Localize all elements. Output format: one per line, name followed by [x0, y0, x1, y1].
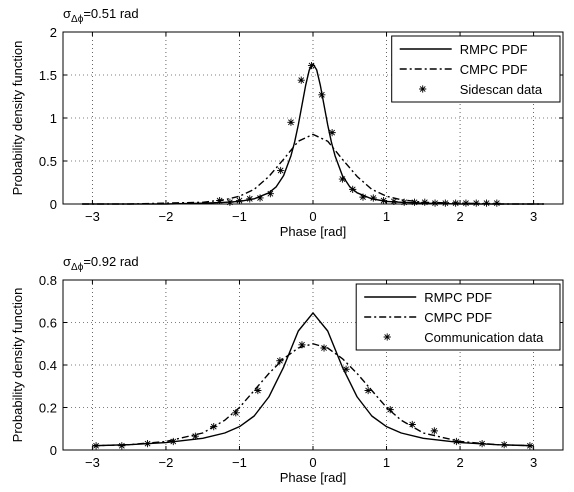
legend-label-cmpc-pdf: CMPC PDF — [424, 310, 492, 325]
data-point-communication-data — [342, 365, 350, 373]
x-tick-label: 0 — [309, 209, 316, 224]
y-tick-label: 0.6 — [39, 316, 57, 331]
data-point-sidescan-data — [421, 198, 429, 206]
y-tick-label: 0.4 — [39, 358, 57, 373]
data-point-communication-data — [478, 440, 486, 448]
x-tick-label: 1 — [383, 455, 390, 470]
data-point-sidescan-data — [482, 199, 491, 207]
data-point-communication-data — [320, 344, 328, 352]
legend-marker-sidescan-data — [419, 85, 427, 93]
legend-label-communication-data: Communication data — [424, 330, 544, 345]
chart-title: σΔϕ=0.92 rad — [63, 254, 139, 273]
y-tick-label: 1.5 — [39, 68, 57, 83]
data-point-sidescan-data — [338, 175, 347, 183]
data-point-sidescan-data — [431, 199, 439, 207]
data-point-sidescan-data — [349, 185, 357, 193]
data-point-communication-data — [386, 406, 394, 414]
data-point-sidescan-data — [318, 91, 326, 99]
data-point-communication-data — [276, 357, 284, 365]
data-point-sidescan-data — [379, 196, 388, 205]
data-point-sidescan-data — [359, 193, 367, 201]
series-line-cmpc-pdf — [92, 343, 534, 447]
data-point-sidescan-data — [328, 129, 336, 137]
x-tick-label: −2 — [159, 455, 174, 470]
data-point-sidescan-data — [216, 196, 224, 205]
data-point-communication-data — [430, 427, 438, 435]
data-point-communication-data — [452, 437, 460, 446]
data-point-communication-data — [254, 386, 262, 395]
data-point-sidescan-data — [226, 198, 234, 206]
y-tick-label: 2 — [50, 25, 57, 40]
chart-title: σΔϕ=0.51 rad — [63, 6, 139, 25]
x-tick-label: 2 — [456, 455, 463, 470]
data-point-communication-data — [526, 442, 534, 450]
data-point-communication-data — [118, 442, 126, 450]
data-point-communication-data — [298, 341, 306, 349]
data-point-sidescan-data — [493, 199, 501, 207]
data-point-sidescan-data — [277, 166, 285, 175]
data-point-communication-data — [408, 420, 416, 429]
series-line-rmpc-pdf — [92, 312, 534, 447]
x-tick-label: 3 — [530, 209, 537, 224]
x-axis-label: Phase [rad] — [280, 470, 347, 485]
series-line-cmpc-pdf — [82, 133, 544, 205]
y-axis-label: Probability density function — [10, 288, 25, 443]
data-point-sidescan-data — [441, 199, 449, 207]
data-point-communication-data — [143, 440, 152, 448]
data-point-sidescan-data — [472, 199, 480, 207]
data-point-communication-data — [500, 441, 508, 449]
data-point-sidescan-data — [287, 118, 295, 126]
y-tick-label: 1 — [50, 111, 57, 126]
x-tick-label: −3 — [85, 209, 100, 224]
legend: RMPC PDF CMPC PDF Sidescan data — [391, 35, 561, 103]
legend-label-sidescan-data: Sidescan data — [460, 82, 543, 97]
y-axis-label: Probability density function — [10, 41, 25, 196]
legend-label-cmpc-pdf: CMPC PDF — [460, 62, 528, 77]
y-tick-label: 0.2 — [39, 401, 57, 416]
y-tick-label: 0 — [50, 443, 57, 458]
y-tick-label: 0 — [50, 197, 57, 212]
chart-panel-1: −3 −2 −1 0 1 2 3 0 0.5 1 1.5 2 Phase [rad] Probabilit… — [10, 6, 564, 239]
data-point-communication-data — [191, 432, 199, 440]
x-axis-label: Phase [rad] — [280, 224, 347, 239]
data-point-sidescan-data — [462, 199, 470, 207]
data-point-sidescan-data — [369, 194, 377, 202]
legend-label-rmpc-pdf: RMPC PDF — [460, 42, 528, 57]
x-tick-label: 1 — [383, 209, 390, 224]
data-point-communication-data — [169, 437, 177, 446]
chart-panel-2: −3 −2 −1 0 1 2 3 0 0.2 0.4 0.6 0.8 Phase [rad] Probab… — [10, 254, 564, 485]
data-point-sidescan-data — [256, 194, 264, 202]
legend: RMPC PDF CMPC PDF Communication data — [355, 283, 561, 351]
data-point-communication-data — [210, 423, 218, 431]
data-point-sidescan-data — [452, 199, 460, 207]
data-point-sidescan-data — [246, 195, 254, 203]
data-point-sidescan-data — [297, 76, 305, 84]
data-point-sidescan-data — [410, 198, 419, 206]
legend-label-rmpc-pdf: RMPC PDF — [424, 290, 492, 305]
x-tick-label: −3 — [85, 455, 100, 470]
x-tick-label: −1 — [232, 209, 247, 224]
data-point-sidescan-data — [266, 190, 274, 198]
data-point-sidescan-data — [390, 197, 398, 206]
legend-marker-communication-data — [383, 333, 391, 341]
data-point-sidescan-data — [307, 61, 316, 70]
data-point-sidescan-data — [400, 198, 408, 206]
y-tick-label: 0.5 — [39, 154, 57, 169]
y-tick-label: 0.8 — [39, 273, 57, 288]
x-tick-label: −1 — [232, 455, 247, 470]
x-tick-label: 2 — [456, 209, 463, 224]
x-tick-label: 0 — [309, 455, 316, 470]
legend-box — [355, 283, 561, 351]
data-point-communication-data — [364, 386, 372, 395]
data-point-communication-data — [92, 442, 100, 450]
data-point-communication-data — [232, 409, 240, 417]
x-tick-label: −2 — [159, 209, 174, 224]
x-tick-label: 3 — [530, 455, 537, 470]
